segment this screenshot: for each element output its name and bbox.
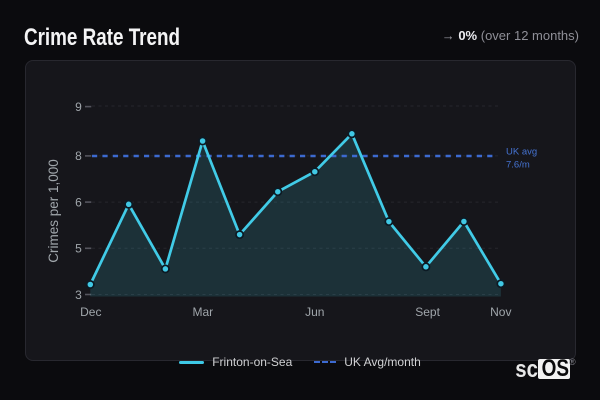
- svg-text:UK avg: UK avg: [506, 147, 537, 158]
- svg-text:Mar: Mar: [192, 305, 213, 319]
- svg-text:5: 5: [75, 242, 82, 256]
- svg-text:Jun: Jun: [305, 305, 324, 319]
- svg-text:Nov: Nov: [490, 305, 511, 319]
- svg-text:8: 8: [75, 149, 82, 163]
- svg-text:Crimes per 1,000: Crimes per 1,000: [46, 159, 61, 263]
- svg-text:Sept: Sept: [415, 305, 440, 319]
- svg-text:3: 3: [75, 288, 82, 302]
- svg-text:6: 6: [75, 195, 82, 209]
- svg-text:Dec: Dec: [80, 305, 101, 319]
- svg-text:7.6/m: 7.6/m: [506, 159, 530, 170]
- svg-text:9: 9: [75, 100, 82, 114]
